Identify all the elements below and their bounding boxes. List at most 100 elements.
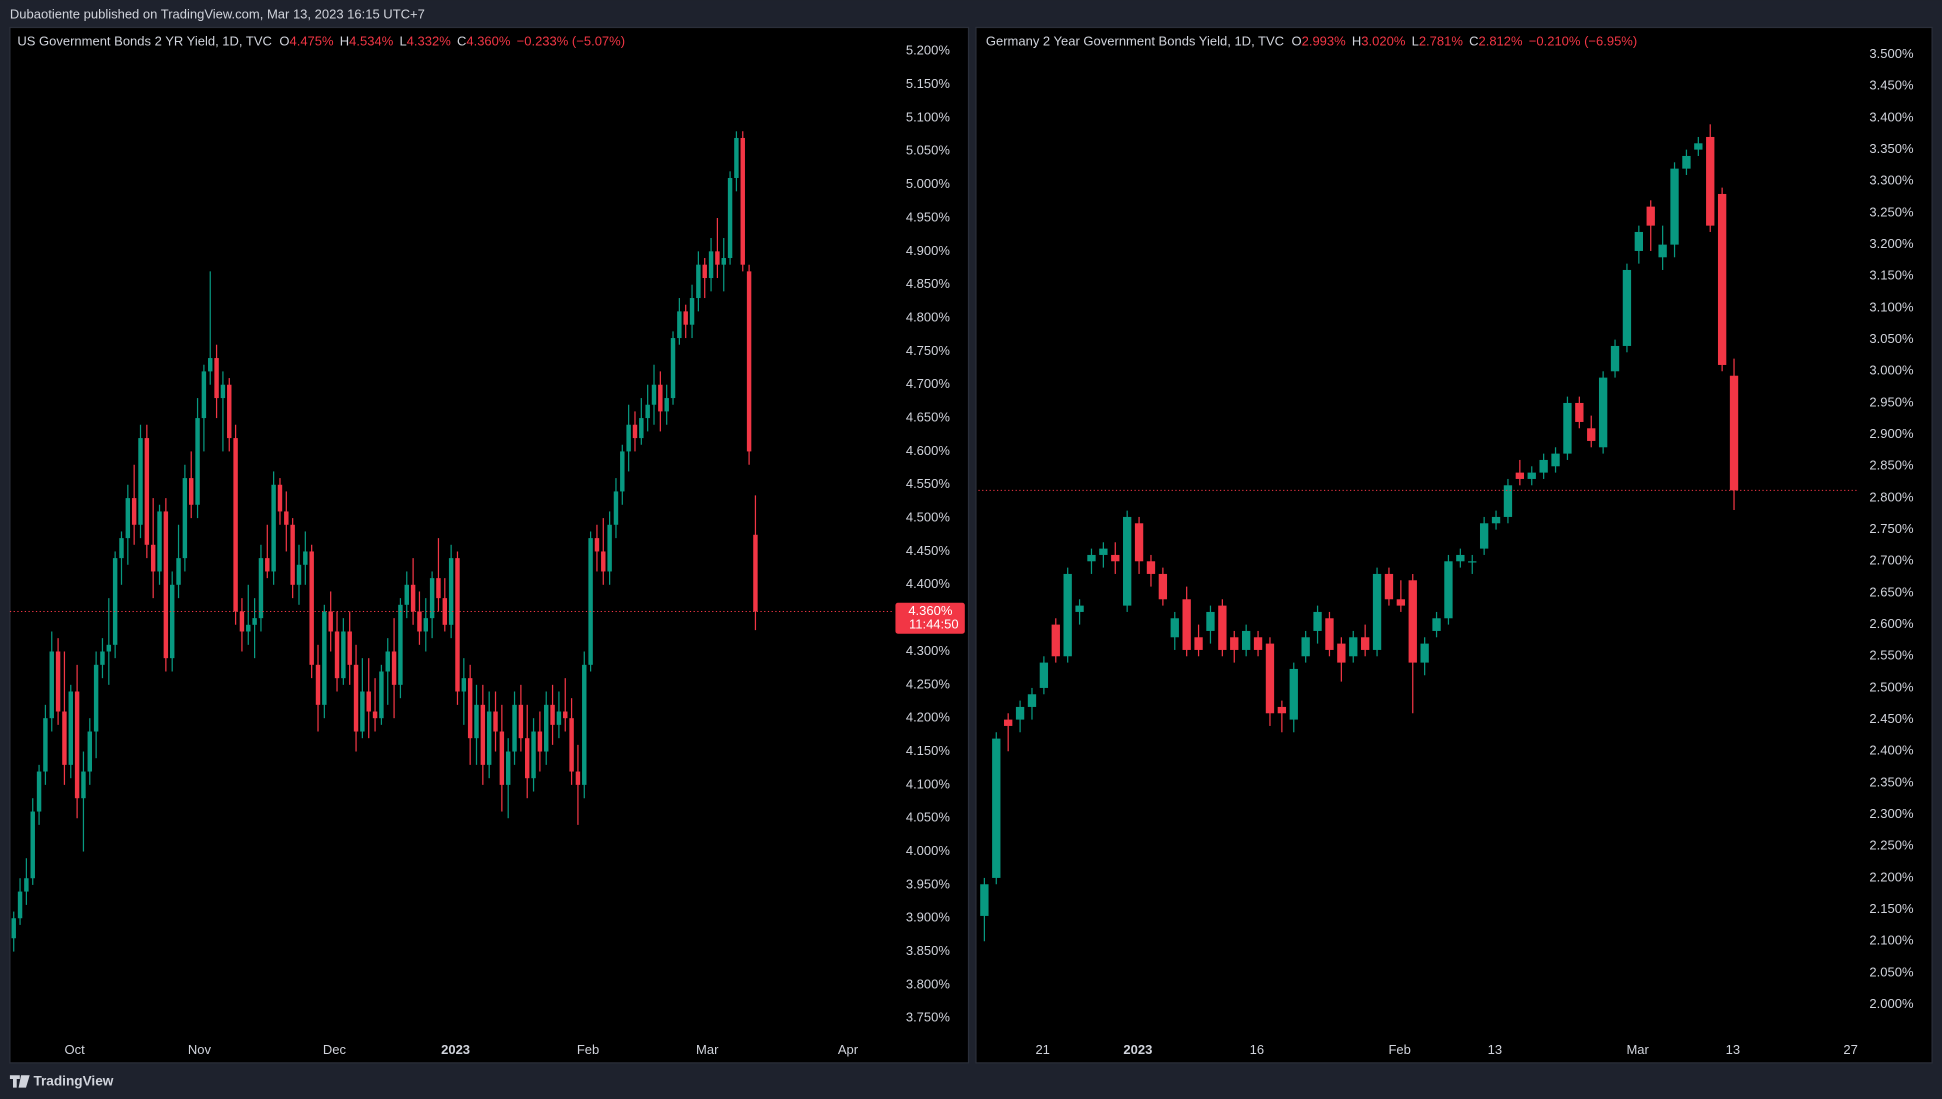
candle-body: [1551, 453, 1560, 467]
candle-body: [1194, 637, 1203, 650]
candle-body: [448, 558, 454, 625]
y-tick-label: 4.550%: [906, 476, 951, 491]
y-tick-label: 3.450%: [1869, 78, 1914, 93]
y-tick-label: 3.350%: [1869, 141, 1914, 156]
candle-body: [1682, 155, 1691, 169]
brand-logo: [9, 1075, 30, 1088]
candle-body: [246, 624, 251, 632]
candle-body: [410, 584, 416, 612]
candle-body: [150, 544, 156, 572]
candle-body: [43, 718, 48, 772]
legend-value: 4.332%: [407, 34, 452, 49]
candle-body: [176, 558, 181, 585]
x-tick-label: Feb: [577, 1042, 599, 1057]
candle-body: [277, 484, 283, 512]
candle-body: [1134, 523, 1144, 562]
candle-body: [582, 664, 587, 785]
x-tick-label: Dec: [323, 1042, 347, 1057]
candle-body: [467, 678, 473, 739]
candle-body: [664, 398, 669, 412]
candle-body: [626, 424, 631, 452]
y-tick-label: 5.050%: [906, 143, 951, 158]
candle-body: [182, 478, 188, 559]
candle-body: [1087, 554, 1096, 562]
candle-body: [1372, 573, 1382, 650]
x-tick-label: 21: [1035, 1042, 1049, 1057]
candle-body: [461, 678, 467, 692]
last-price-box: [895, 602, 965, 634]
candle-body: [689, 298, 695, 325]
candle-body: [360, 691, 365, 732]
legend-key: C: [457, 34, 466, 49]
candle-body: [125, 498, 131, 539]
candle-body: [1706, 136, 1715, 226]
legend-value: 2.993%: [1302, 34, 1347, 49]
y-tick-label: 5.000%: [906, 176, 951, 191]
candle-body: [328, 611, 333, 632]
candle-body: [1444, 561, 1453, 619]
legend-key: L: [399, 34, 406, 49]
candle-body: [645, 404, 650, 419]
y-tick-label: 3.200%: [1869, 236, 1914, 251]
candle-body: [505, 751, 511, 785]
candle-body: [1039, 662, 1049, 688]
candle-body: [1170, 618, 1179, 638]
legend-key: L: [1412, 34, 1419, 49]
candle-body: [992, 738, 1001, 878]
candle-body: [1325, 618, 1334, 650]
y-tick-label: 3.900%: [906, 910, 951, 925]
candle-body: [1277, 706, 1287, 714]
candle-body: [696, 264, 701, 299]
candle-body: [1646, 206, 1655, 226]
candle-body: [727, 177, 733, 259]
countdown-label: 11:44:50: [909, 617, 959, 632]
y-tick-label: 4.000%: [906, 843, 951, 858]
x-tick-label: Mar: [696, 1042, 719, 1057]
y-tick-label: 3.950%: [906, 876, 951, 891]
y-tick-label: 4.100%: [906, 776, 951, 791]
candle-body: [1289, 668, 1298, 720]
candle-body: [980, 884, 989, 916]
candle-body: [436, 578, 441, 599]
candle-body: [290, 524, 295, 585]
candle-body: [569, 718, 574, 772]
candle-body: [563, 711, 568, 719]
candle-body: [227, 384, 232, 439]
candle-body: [62, 711, 67, 765]
legend-title: Germany 2 Year Government Bonds Yield, 1…: [986, 34, 1284, 49]
y-tick-label: 2.000%: [1869, 996, 1914, 1011]
legend-key: O: [1291, 34, 1301, 49]
candle-body: [30, 811, 35, 879]
legend-value: 2.812%: [1478, 34, 1523, 49]
y-tick-label: 2.700%: [1869, 553, 1914, 568]
y-tick-label: 3.400%: [1869, 109, 1914, 124]
candle-body: [480, 704, 486, 765]
candle-body: [601, 551, 606, 572]
candle-body: [87, 731, 93, 772]
y-tick-label: 3.300%: [1869, 173, 1914, 188]
candle-body: [550, 704, 555, 725]
y-tick-label: 4.050%: [906, 810, 951, 825]
y-tick-label: 2.950%: [1869, 394, 1914, 409]
candle-body: [303, 551, 308, 565]
y-tick-label: 3.000%: [1869, 363, 1914, 378]
candle-body: [670, 338, 676, 399]
candle-body: [429, 578, 435, 619]
candle-body: [119, 538, 124, 559]
candle-body: [715, 251, 720, 265]
candle-body: [252, 618, 257, 625]
y-tick-label: 3.850%: [906, 943, 951, 958]
candle-body: [157, 511, 162, 572]
candle-body: [1479, 523, 1489, 549]
candle-body: [24, 878, 29, 892]
y-tick-label: 4.900%: [906, 243, 951, 258]
candle-body: [455, 558, 460, 692]
candle-body: [258, 558, 264, 619]
candle-body: [169, 584, 175, 659]
candle-body: [1158, 573, 1168, 600]
candle-body: [1360, 637, 1370, 650]
candle-body: [1503, 485, 1513, 517]
candle-body: [1527, 472, 1536, 479]
candle-body: [1146, 561, 1156, 574]
candle-body: [639, 418, 644, 439]
